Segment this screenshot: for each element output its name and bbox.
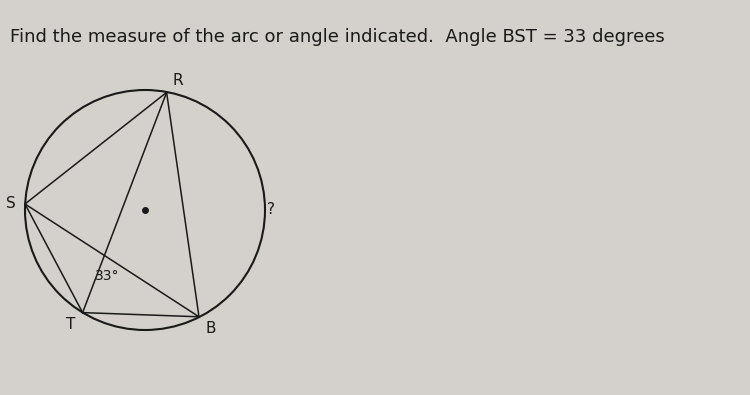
Text: T: T bbox=[66, 317, 75, 332]
Text: 33°: 33° bbox=[94, 269, 119, 283]
Text: R: R bbox=[172, 73, 183, 88]
Text: S: S bbox=[6, 196, 16, 211]
Text: Find the measure of the arc or angle indicated.  Angle BST = 33 degrees: Find the measure of the arc or angle ind… bbox=[10, 28, 664, 46]
Text: B: B bbox=[206, 321, 216, 336]
Text: ?: ? bbox=[268, 203, 275, 218]
